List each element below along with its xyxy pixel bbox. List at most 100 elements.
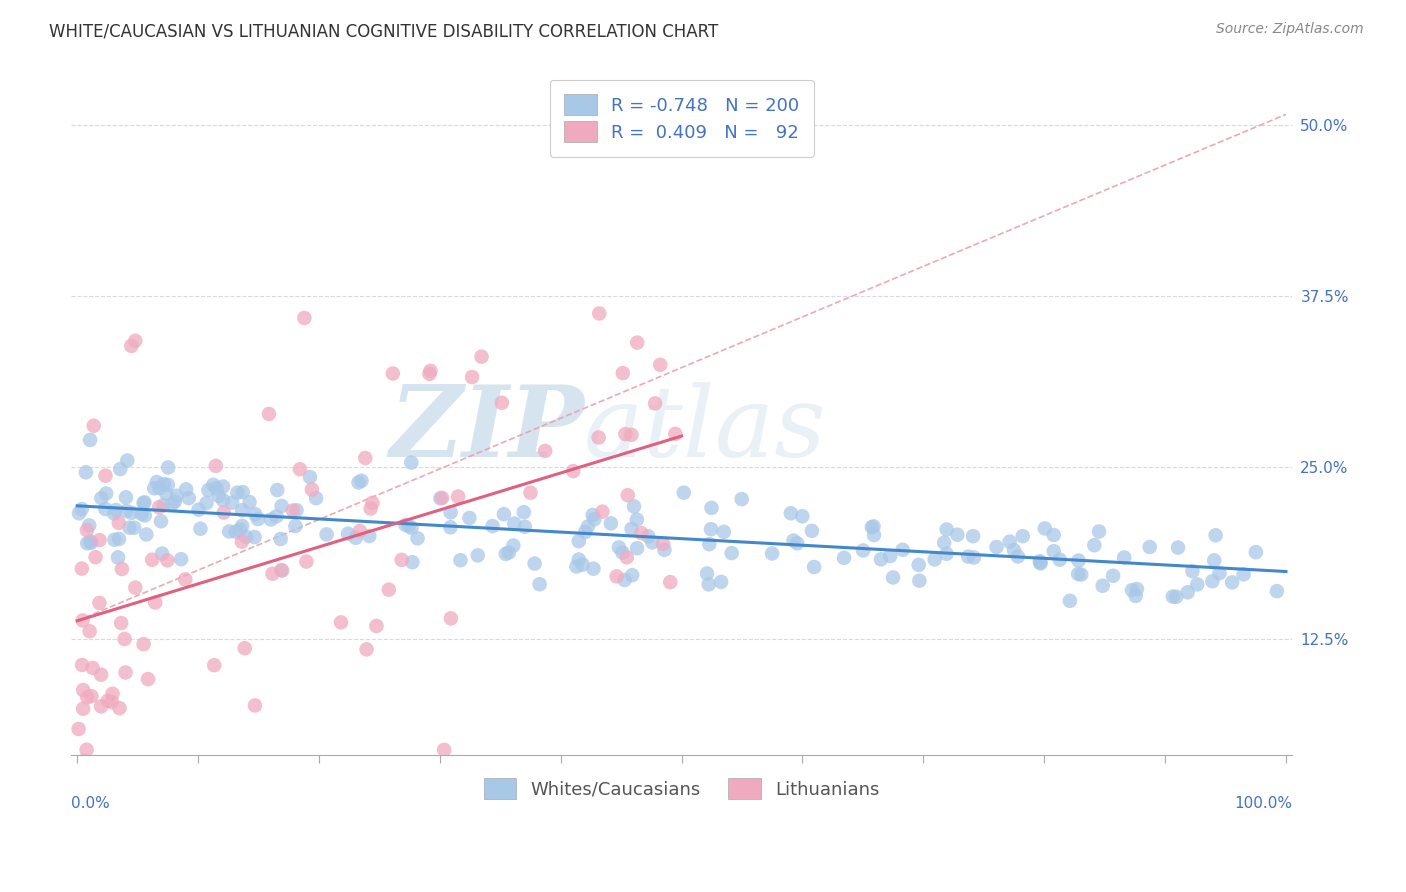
Point xyxy=(225,524,247,539)
Point xyxy=(72,614,94,628)
Point xyxy=(430,491,453,505)
Point xyxy=(120,506,142,520)
Point xyxy=(107,516,129,530)
Point xyxy=(731,492,754,507)
Point xyxy=(588,306,610,320)
Point xyxy=(1042,528,1064,542)
Point xyxy=(281,503,304,517)
Point xyxy=(401,456,423,470)
Point xyxy=(433,743,456,757)
Point xyxy=(174,573,197,587)
Point xyxy=(136,672,159,686)
Point xyxy=(243,530,266,544)
Point xyxy=(82,661,104,675)
Point xyxy=(534,444,557,458)
Point xyxy=(458,511,481,525)
Point xyxy=(1007,549,1029,564)
Point xyxy=(132,637,155,651)
Point xyxy=(231,519,253,533)
Point xyxy=(502,539,524,553)
Point xyxy=(700,522,723,536)
Point xyxy=(330,615,353,630)
Point xyxy=(134,495,156,509)
Point xyxy=(513,505,536,519)
Point xyxy=(641,535,664,549)
Point xyxy=(626,512,648,526)
Point xyxy=(779,506,801,520)
Point xyxy=(77,518,100,533)
Point xyxy=(134,508,156,523)
Point xyxy=(860,520,883,534)
Point xyxy=(117,453,139,467)
Point xyxy=(1091,579,1114,593)
Point xyxy=(257,407,280,421)
Point xyxy=(260,512,283,526)
Point xyxy=(562,464,585,478)
Point xyxy=(79,433,101,447)
Point xyxy=(132,496,155,510)
Point xyxy=(782,533,804,548)
Point xyxy=(108,532,131,546)
Text: Source: ZipAtlas.com: Source: ZipAtlas.com xyxy=(1216,22,1364,37)
Point xyxy=(114,665,136,680)
Point xyxy=(713,524,735,539)
Point xyxy=(70,561,93,575)
Point xyxy=(492,507,515,521)
Point xyxy=(288,462,311,476)
Point xyxy=(447,490,470,504)
Point xyxy=(1029,554,1052,568)
Point xyxy=(150,547,173,561)
Point xyxy=(110,462,132,476)
Point xyxy=(70,502,93,516)
Point xyxy=(529,577,551,591)
Point xyxy=(90,667,112,681)
Point xyxy=(145,475,167,489)
Point xyxy=(205,481,228,495)
Text: atlas: atlas xyxy=(583,382,827,477)
Point xyxy=(800,524,823,538)
Point xyxy=(879,549,901,563)
Point xyxy=(591,505,613,519)
Point xyxy=(187,502,209,516)
Point xyxy=(111,562,134,576)
Point xyxy=(115,491,138,505)
Point xyxy=(1244,545,1267,559)
Point xyxy=(1201,574,1223,589)
Point xyxy=(153,477,176,491)
Point xyxy=(218,524,240,539)
Point xyxy=(832,550,855,565)
Point xyxy=(612,366,634,380)
Point xyxy=(72,683,94,698)
Point xyxy=(195,496,218,510)
Point xyxy=(391,553,413,567)
Point xyxy=(986,540,1008,554)
Point xyxy=(118,521,141,535)
Point xyxy=(606,569,628,583)
Point xyxy=(1181,564,1204,578)
Point xyxy=(292,310,315,325)
Point xyxy=(97,694,120,708)
Point xyxy=(354,450,377,465)
Point xyxy=(576,519,599,533)
Point xyxy=(231,503,253,517)
Point xyxy=(963,550,986,565)
Point xyxy=(630,526,652,541)
Point xyxy=(935,547,957,561)
Point xyxy=(96,486,118,500)
Point xyxy=(94,468,117,483)
Point xyxy=(710,574,733,589)
Point xyxy=(957,549,980,564)
Point xyxy=(582,508,605,522)
Point xyxy=(76,523,98,537)
Point xyxy=(114,632,136,646)
Point xyxy=(513,519,536,533)
Point xyxy=(495,547,517,561)
Point xyxy=(197,483,219,497)
Point xyxy=(143,481,166,495)
Point xyxy=(429,491,451,506)
Point xyxy=(361,496,384,510)
Point xyxy=(337,526,360,541)
Point xyxy=(315,527,337,541)
Point xyxy=(1205,528,1227,542)
Point xyxy=(285,503,308,517)
